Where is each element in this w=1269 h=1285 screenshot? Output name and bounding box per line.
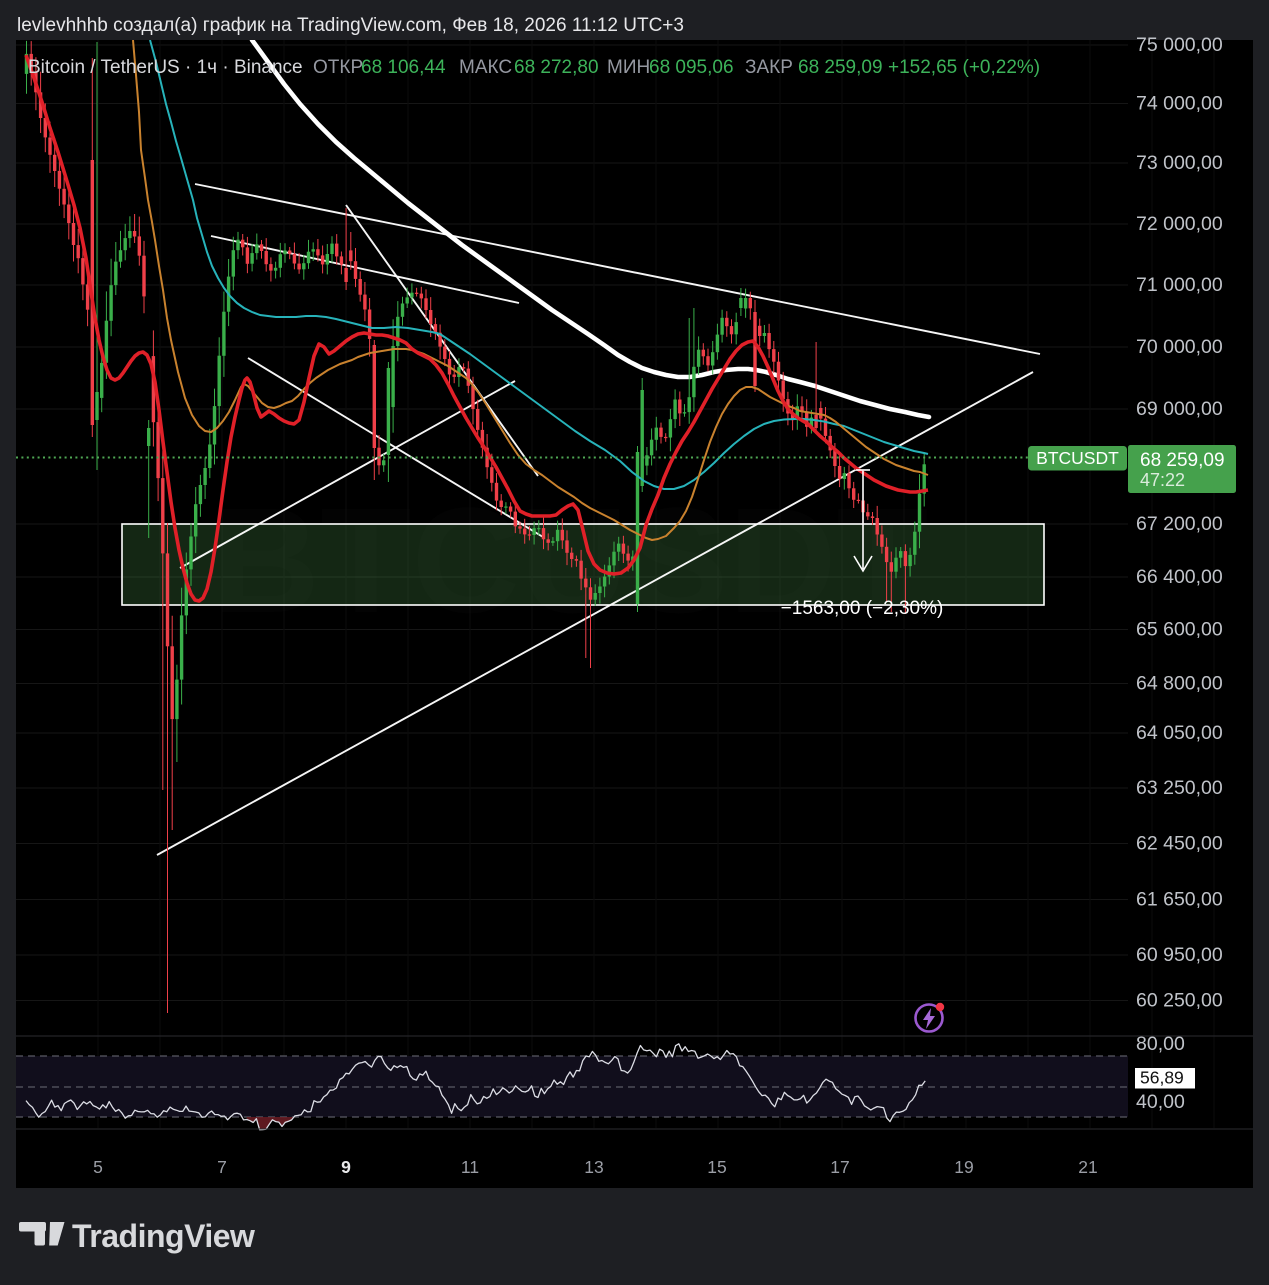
- svg-text:40,00: 40,00: [1136, 1091, 1185, 1113]
- svg-text:64 050,00: 64 050,00: [1136, 722, 1223, 744]
- svg-text:ОТКР: ОТКР: [313, 57, 363, 78]
- svg-text:Bitcoin / TetherUS · 1ч · Bina: Bitcoin / TetherUS · 1ч · Binance: [28, 57, 303, 78]
- svg-text:68 272,80: 68 272,80: [514, 57, 599, 78]
- svg-text:72 000,00: 72 000,00: [1136, 213, 1223, 235]
- svg-text:11: 11: [461, 1157, 479, 1177]
- svg-text:68 259,09: 68 259,09: [798, 57, 883, 78]
- svg-text:68 259,09: 68 259,09: [1140, 450, 1225, 471]
- svg-text:19: 19: [954, 1157, 973, 1177]
- svg-text:68 106,44: 68 106,44: [361, 57, 446, 78]
- svg-text:56,89: 56,89: [1140, 1068, 1184, 1088]
- svg-text:МИН: МИН: [607, 57, 650, 78]
- svg-text:5: 5: [93, 1157, 103, 1177]
- svg-text:73 000,00: 73 000,00: [1136, 152, 1223, 174]
- svg-text:66 400,00: 66 400,00: [1136, 566, 1223, 588]
- svg-text:75 000,00: 75 000,00: [1136, 34, 1223, 56]
- svg-text:17: 17: [830, 1157, 849, 1177]
- svg-text:71 000,00: 71 000,00: [1136, 274, 1223, 296]
- svg-text:−1563,00 (−2,30%): −1563,00 (−2,30%): [781, 598, 944, 619]
- svg-text:+152,65 (+0,22%): +152,65 (+0,22%): [888, 57, 1040, 78]
- svg-text:67 200,00: 67 200,00: [1136, 513, 1223, 535]
- svg-text:9: 9: [341, 1157, 351, 1177]
- svg-text:TradingView: TradingView: [72, 1218, 255, 1254]
- svg-text:60 950,00: 60 950,00: [1136, 944, 1223, 966]
- svg-text:68 095,06: 68 095,06: [649, 57, 734, 78]
- svg-text:63 250,00: 63 250,00: [1136, 777, 1223, 799]
- svg-text:levlevhhhb создал(а) график на: levlevhhhb создал(а) график на TradingVi…: [17, 15, 684, 36]
- svg-text:21: 21: [1078, 1157, 1097, 1177]
- svg-text:64 800,00: 64 800,00: [1136, 673, 1223, 695]
- svg-text:62 450,00: 62 450,00: [1136, 833, 1223, 855]
- svg-text:ЗАКР: ЗАКР: [745, 57, 793, 78]
- svg-text:65 600,00: 65 600,00: [1136, 619, 1223, 641]
- svg-text:74 000,00: 74 000,00: [1136, 93, 1223, 115]
- svg-text:70 000,00: 70 000,00: [1136, 336, 1223, 358]
- svg-text:80,00: 80,00: [1136, 1033, 1185, 1055]
- svg-text:BTCUSDT: BTCUSDT: [1036, 448, 1119, 468]
- svg-text:47:22: 47:22: [1140, 470, 1185, 490]
- svg-text:МАКС: МАКС: [459, 57, 512, 78]
- svg-text:69 000,00: 69 000,00: [1136, 398, 1223, 420]
- svg-text:13: 13: [584, 1157, 603, 1177]
- svg-text:60 250,00: 60 250,00: [1136, 990, 1223, 1012]
- svg-text:7: 7: [217, 1157, 227, 1177]
- svg-text:61 650,00: 61 650,00: [1136, 889, 1223, 911]
- svg-text:15: 15: [707, 1157, 726, 1177]
